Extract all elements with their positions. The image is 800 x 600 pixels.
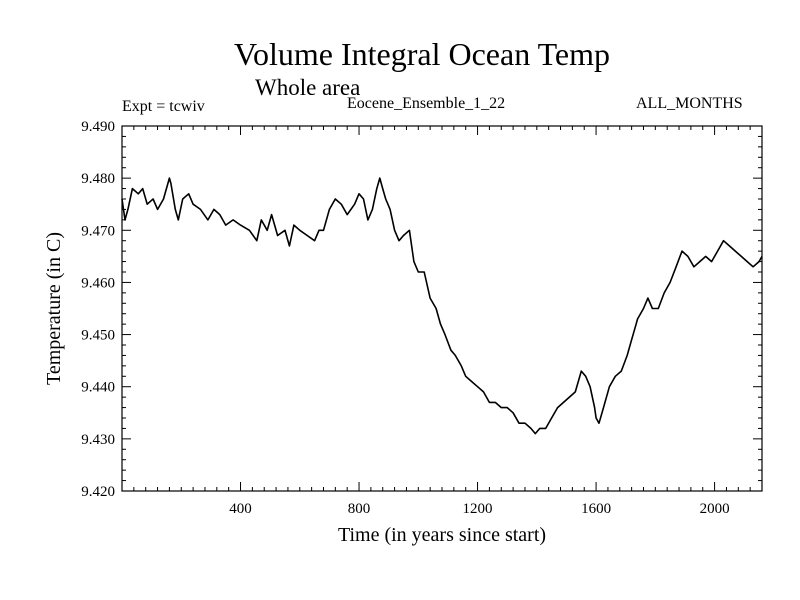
- chart-title: Volume Integral Ocean Temp: [234, 36, 611, 72]
- chart-subtitle: Whole area: [255, 75, 361, 100]
- y-axis-label: Temperature (in C): [43, 232, 65, 385]
- x-tick-label: 1200: [463, 501, 493, 517]
- x-tick-label: 400: [229, 501, 252, 517]
- y-tick-label: 9.480: [81, 171, 115, 187]
- tick-labels: 400 800 1200 1600 2000 9.420 9.430 9.440 9.450 9.…: [81, 119, 729, 517]
- axis-ticks: [122, 126, 762, 491]
- expt-label: Expt = tcwiv: [122, 98, 205, 115]
- y-tick-label: 9.450: [81, 328, 115, 344]
- ensemble-label: Eocene_Ensemble_1_22: [347, 95, 506, 112]
- y-tick-label: 9.470: [81, 223, 115, 239]
- x-axis-label: Time (in years since start): [338, 524, 546, 546]
- x-tick-label: 1600: [581, 501, 611, 517]
- series-line: [121, 177, 763, 435]
- x-tick-label: 800: [348, 501, 371, 517]
- y-tick-label: 9.430: [81, 432, 115, 448]
- plot-frame: [121, 125, 763, 492]
- x-tick-label: 2000: [700, 501, 730, 517]
- y-tick-label: 9.440: [81, 380, 115, 396]
- y-tick-label: 9.460: [81, 275, 115, 291]
- y-tick-label: 9.420: [81, 484, 115, 500]
- months-label: ALL_MONTHS: [636, 95, 743, 112]
- y-tick-label: 9.490: [81, 119, 115, 135]
